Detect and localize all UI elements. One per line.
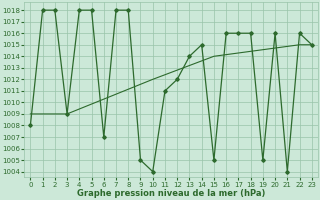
X-axis label: Graphe pression niveau de la mer (hPa): Graphe pression niveau de la mer (hPa) bbox=[77, 189, 265, 198]
